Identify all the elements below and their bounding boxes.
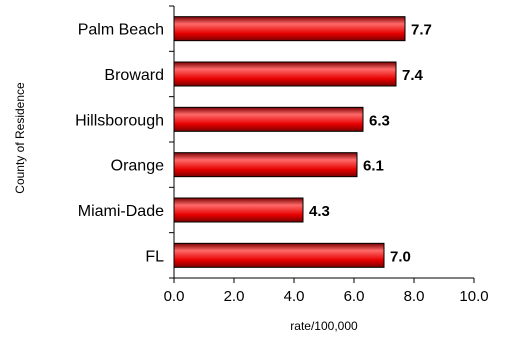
- bar-fl: [173, 242, 385, 268]
- value-label: 6.1: [363, 158, 384, 175]
- bar-palm-beach: [173, 16, 406, 42]
- x-axis-title: rate/100,000: [290, 319, 358, 333]
- bar-hillsborough: [173, 106, 364, 132]
- x-tick-label: 8.0: [404, 288, 425, 305]
- bar-broward: [173, 61, 397, 87]
- x-tick-label: 2.0: [224, 288, 245, 305]
- value-label: 7.4: [402, 67, 424, 84]
- x-tick-label: 10.0: [459, 288, 488, 305]
- value-label: 4.3: [309, 203, 330, 220]
- category-label: Palm Beach: [78, 22, 164, 39]
- x-tick-label: 6.0: [344, 288, 365, 305]
- category-label: FL: [145, 248, 164, 265]
- category-label: Orange: [111, 158, 164, 175]
- category-labels: Palm Beach Broward Hillsborough Orange Miami…: [75, 22, 164, 266]
- value-label: 7.7: [411, 22, 432, 39]
- x-tick-label: 0.0: [164, 288, 185, 305]
- y-axis-title: County of Residence: [13, 82, 27, 194]
- category-label: Broward: [104, 67, 164, 84]
- value-label: 6.3: [369, 112, 390, 129]
- bar-miami-dade: [173, 197, 304, 223]
- category-label: Hillsborough: [75, 112, 164, 129]
- bars: [173, 16, 406, 268]
- x-axis-ticks: 0.0 2.0 4.0 6.0 8.0 10.0: [164, 5, 489, 305]
- bar-orange: [173, 152, 358, 178]
- category-label: Miami-Dade: [78, 203, 164, 220]
- value-labels: 7.7 7.4 6.3 6.1 4.3 7.0: [309, 22, 432, 266]
- value-label: 7.0: [390, 248, 411, 265]
- x-tick-label: 4.0: [284, 288, 305, 305]
